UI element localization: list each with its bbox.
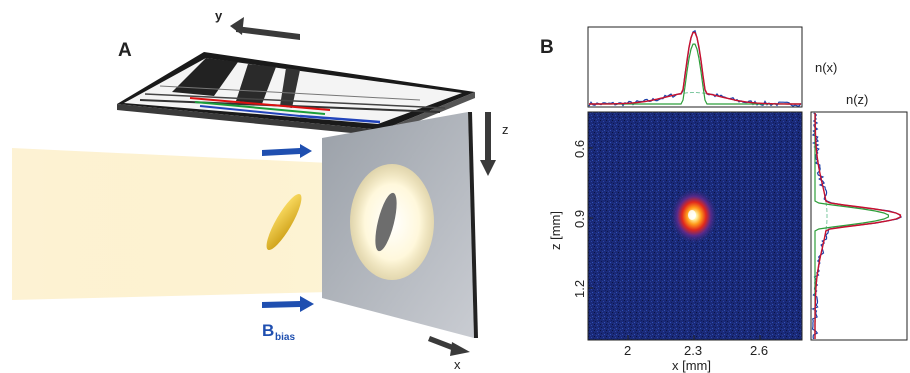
nx-total-fit	[589, 31, 801, 105]
panel-a: A y	[12, 8, 509, 372]
x-axis-label: x	[454, 357, 461, 372]
x-tick-label-1: 2	[624, 343, 631, 358]
profile-nx	[587, 26, 803, 108]
atom-cloud-ellipsoid	[266, 194, 302, 250]
z-axis-title: z [mm]	[548, 211, 563, 250]
absorption-shadow	[375, 192, 397, 252]
absorption-image	[587, 111, 803, 341]
z-tick-label-2: 0.9	[572, 210, 587, 228]
x-axis-arrow	[428, 336, 470, 356]
z-tick-label-3: 1.2	[572, 280, 587, 298]
x-tick-label-2: 2.3	[684, 343, 702, 358]
z-axis-arrow	[480, 112, 496, 176]
nz-label: n(z)	[846, 92, 868, 107]
y-axis-arrow	[230, 17, 300, 40]
bias-arrow-bottom	[262, 296, 314, 312]
nx-label: n(x)	[815, 60, 837, 75]
z-tick-label-1: 0.6	[572, 140, 587, 158]
bias-field-subscript: bias	[275, 332, 295, 343]
imaging-beam	[12, 148, 330, 300]
panel-a-label: A	[118, 40, 132, 61]
nz-total-fit	[814, 113, 902, 339]
x-tick-label-3: 2.6	[750, 343, 768, 358]
x-axis-title: x [mm]	[672, 358, 711, 373]
y-axis-label: y	[215, 8, 223, 23]
z-ticks	[588, 147, 593, 289]
bias-field-label: B	[262, 321, 274, 340]
x-ticks	[627, 335, 761, 340]
panel-b: B n(x) n(z)	[540, 26, 908, 373]
bias-arrow-top	[262, 144, 312, 158]
z-axis-label: z	[502, 122, 509, 137]
profile-nz	[810, 111, 908, 341]
panel-b-label: B	[540, 37, 554, 58]
